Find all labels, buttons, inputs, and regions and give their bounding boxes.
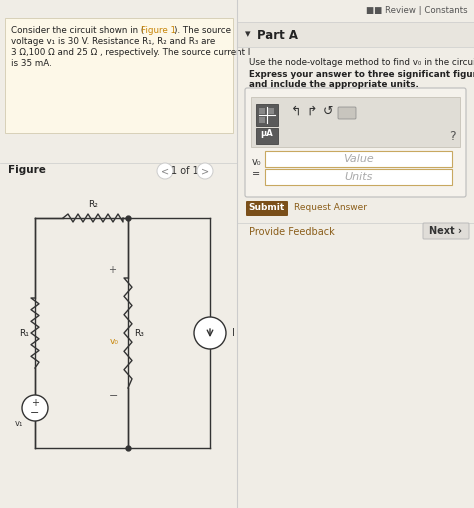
Text: Part A: Part A — [257, 29, 298, 42]
Text: ▾: ▾ — [245, 29, 251, 39]
Text: μA: μA — [261, 129, 273, 138]
Text: Consider the circuit shown in (: Consider the circuit shown in ( — [11, 26, 144, 35]
FancyBboxPatch shape — [265, 151, 452, 167]
FancyBboxPatch shape — [251, 97, 460, 147]
Text: and include the appropriate units.: and include the appropriate units. — [249, 80, 419, 89]
Text: Provide Feedback: Provide Feedback — [249, 227, 335, 237]
FancyBboxPatch shape — [256, 104, 278, 126]
Text: v₀: v₀ — [109, 336, 118, 345]
FancyBboxPatch shape — [256, 128, 278, 144]
Text: 3 Ω,100 Ω and 25 Ω , respectively. The source current I: 3 Ω,100 Ω and 25 Ω , respectively. The s… — [11, 48, 250, 57]
FancyBboxPatch shape — [259, 108, 265, 114]
FancyBboxPatch shape — [245, 88, 466, 197]
FancyBboxPatch shape — [268, 108, 274, 114]
Text: Request Answer: Request Answer — [294, 204, 367, 212]
FancyBboxPatch shape — [423, 223, 469, 239]
Text: <: < — [161, 166, 169, 176]
Text: v₁: v₁ — [15, 420, 23, 429]
Text: ↱: ↱ — [307, 105, 317, 118]
Text: is 35 mA.: is 35 mA. — [11, 59, 52, 68]
Text: Value: Value — [343, 154, 374, 164]
Text: v₀: v₀ — [252, 157, 262, 167]
Circle shape — [22, 395, 48, 421]
Text: >: > — [201, 166, 209, 176]
Text: Figure: Figure — [8, 165, 46, 175]
Text: R₃: R₃ — [134, 329, 144, 337]
Text: voltage v₁ is 30 V. Resistance R₁, R₂ and R₃ are: voltage v₁ is 30 V. Resistance R₁, R₂ an… — [11, 37, 215, 46]
Text: Express your answer to three significant figures: Express your answer to three significant… — [249, 70, 474, 79]
Text: ■■ Review | Constants: ■■ Review | Constants — [366, 6, 468, 15]
Text: Next ›: Next › — [429, 226, 463, 236]
Text: ↺: ↺ — [323, 105, 333, 118]
Text: Units: Units — [344, 172, 373, 182]
Text: +: + — [108, 265, 116, 275]
Text: −: − — [109, 391, 118, 401]
FancyBboxPatch shape — [338, 107, 356, 119]
Text: I: I — [232, 328, 235, 338]
Text: Use the node-voltage method to find v₀ in the circuit.: Use the node-voltage method to find v₀ i… — [249, 58, 474, 67]
Text: ↰: ↰ — [291, 105, 301, 118]
FancyBboxPatch shape — [265, 169, 452, 185]
Text: R₂: R₂ — [88, 200, 98, 209]
Text: −: − — [30, 408, 40, 418]
FancyBboxPatch shape — [5, 18, 233, 133]
Circle shape — [194, 317, 226, 349]
Text: ?: ? — [449, 131, 456, 143]
Text: Submit: Submit — [249, 204, 285, 212]
Text: =: = — [252, 169, 260, 179]
Text: Figure 1: Figure 1 — [141, 26, 176, 35]
Text: R₁: R₁ — [19, 329, 29, 337]
Text: 1 of 1: 1 of 1 — [171, 166, 199, 176]
Circle shape — [157, 163, 173, 179]
Text: +: + — [31, 398, 39, 408]
FancyBboxPatch shape — [259, 117, 265, 123]
Circle shape — [197, 163, 213, 179]
FancyBboxPatch shape — [246, 201, 288, 216]
FancyBboxPatch shape — [237, 22, 474, 47]
Text: ). The source: ). The source — [174, 26, 231, 35]
